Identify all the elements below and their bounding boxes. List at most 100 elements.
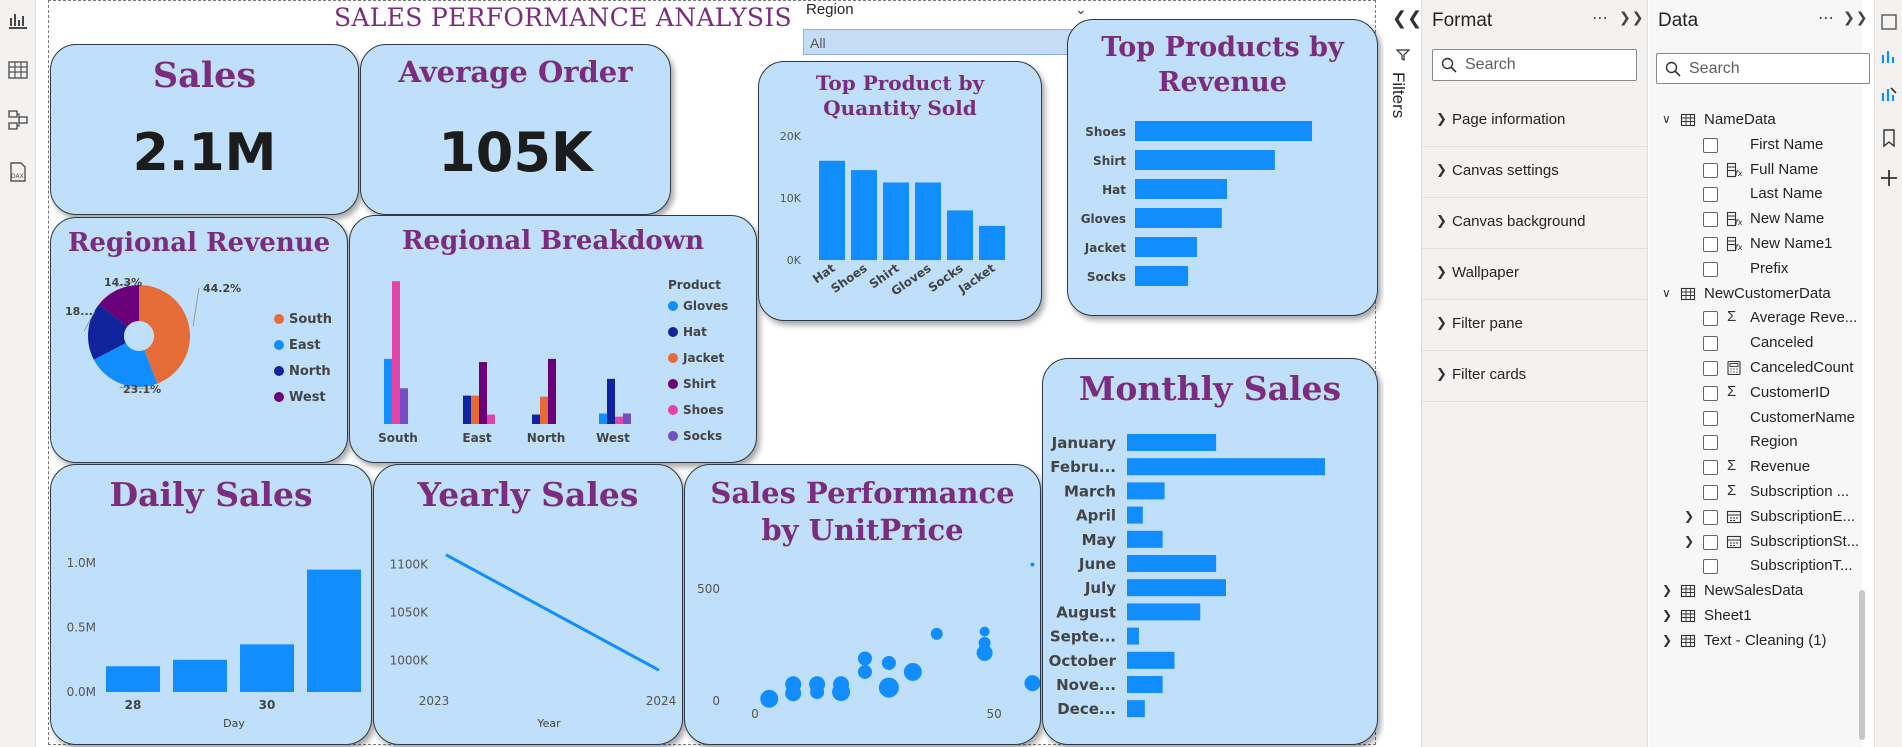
bar-day-29 [173,659,227,692]
more-options-icon[interactable]: ⋯ [1818,10,1835,27]
data-pane-scrollbar[interactable] [1859,590,1865,740]
field-node[interactable]: fx New Name1 [1650,230,1862,260]
field-node[interactable]: Prefix [1650,255,1862,285]
expand-chevron-icon[interactable]: ❮❮ [1392,8,1423,28]
field-node[interactable]: Canceled [1650,329,1862,359]
format-section-filter-cards[interactable]: ❯ Filter cards [1422,351,1648,402]
collapse-pane-icon[interactable]: ❯❯ [1619,9,1645,25]
format-visual-icon[interactable] [1879,84,1899,104]
data-search-input[interactable]: Search [1656,53,1870,84]
format-section-page-information[interactable]: ❯ Page information [1422,96,1648,147]
field-checkbox[interactable] [1703,559,1718,575]
field-checkbox[interactable] [1703,435,1718,451]
format-section-canvas-background[interactable]: ❯ Canvas background [1422,198,1648,249]
visualizations-icon[interactable] [1879,12,1899,32]
bar-month [1127,506,1143,524]
pie-leader-line [83,310,96,332]
field-node[interactable]: Σ Revenue [1650,453,1862,483]
field-checkbox[interactable] [1703,509,1718,525]
report-view-icon[interactable] [6,8,30,32]
format-section-wallpaper[interactable]: ❯ Wallpaper [1422,249,1648,300]
field-node[interactable]: CanceledCount [1650,354,1862,384]
format-section-filter-pane[interactable]: ❯ Filter pane [1422,300,1648,351]
field-node[interactable]: Σ Subscription ... [1650,478,1862,508]
format-section-label: Wallpaper [1452,264,1519,281]
field-checkbox[interactable] [1703,534,1718,550]
field-checkbox[interactable] [1703,460,1718,476]
bar-west-gloves [599,413,607,424]
field-checkbox[interactable] [1703,311,1718,327]
more-options-icon[interactable]: ⋯ [1592,10,1609,27]
format-search-input[interactable]: Search [1432,49,1637,81]
field-checkbox[interactable] [1703,410,1718,426]
table-node[interactable]: ∨ NameData [1650,106,1862,136]
table-node[interactable]: ∨ NewCustomerData [1650,280,1862,310]
bookmark-icon[interactable] [1879,128,1899,148]
field-node[interactable]: Σ CustomerID [1650,379,1862,409]
sales-kpi-card[interactable]: Sales 2.1M [50,44,359,215]
monthly-sales-chart: January Febru... March April May June July Augu… [1049,434,1325,718]
daily-sales-card[interactable]: Daily Sales 0.0M 0.5M 1.0M 28 30 Day [50,464,372,745]
field-node[interactable]: SubscriptionT... [1650,552,1862,582]
collapse-pane-icon[interactable]: ❯❯ [1843,9,1869,25]
field-label: CustomerName [1750,408,1856,426]
field-node[interactable]: fx Full Name [1650,156,1862,186]
field-node[interactable]: Region [1650,428,1862,458]
field-node[interactable]: First Name [1650,131,1862,161]
field-node[interactable]: ❯ SubscriptionE... [1650,503,1862,533]
table-node[interactable]: ❯ Sheet1 [1650,602,1862,632]
regional-breakdown-card[interactable]: Regional Breakdown South East North West Pro… [349,215,757,463]
add-icon[interactable] [1879,168,1899,188]
field-checkbox[interactable] [1703,137,1718,153]
field-checkbox[interactable] [1703,385,1718,401]
field-checkbox[interactable] [1703,485,1718,500]
field-node[interactable]: fx New Name [1650,205,1862,235]
search-icon [1665,61,1681,77]
field-checkbox[interactable] [1703,361,1718,376]
yearly-sales-card[interactable]: Yearly Sales 1000K 1050K 1100K 2023 2024 Year [373,464,683,745]
pie-slice-east [93,342,158,387]
chevron-right-icon[interactable]: ❯ [1684,508,1695,523]
field-node[interactable]: ❯ SubscriptionSt... [1650,528,1862,558]
chevron-right-icon[interactable]: ❯ [1662,608,1673,622]
field-checkbox[interactable] [1703,187,1718,203]
regional-revenue-card[interactable]: Regional Revenue 44.2% 23.1% 18... 14.3% Sou… [50,217,348,463]
average-order-kpi-card[interactable]: Average Order 105K [360,44,671,215]
chevron-right-icon[interactable]: ❯ [1662,632,1673,647]
field-checkbox[interactable] [1703,162,1718,178]
field-checkbox[interactable] [1703,336,1718,352]
monthly-sales-card[interactable]: Monthly Sales January Febru... March April M… [1042,358,1378,745]
field-checkbox[interactable] [1703,237,1718,252]
field-node[interactable]: Last Name [1650,180,1862,210]
sales-performance-unitprice-card[interactable]: Sales Performance by UnitPrice 500 0 0 50 [684,464,1041,745]
build-visual-icon[interactable] [1879,46,1899,66]
chevron-down-icon[interactable]: ⌄ [1075,1,1087,17]
table-node[interactable]: ❯ NewSalesData [1650,577,1862,607]
field-node[interactable]: Σ Average Reve... [1650,304,1862,334]
legend-label-north: North [289,364,331,379]
table-view-icon[interactable] [6,58,30,82]
region-slicer-dropdown[interactable]: All ⌄ [803,29,1094,55]
chevron-right-icon[interactable]: ❯ [1662,583,1673,598]
chevron-down-icon[interactable]: ∨ [1662,112,1671,126]
legend-marker-socks [668,431,678,441]
daily-sales-chart: 0.0M 0.5M 1.0M 28 30 Day [67,556,361,730]
legend-label-shirt: Shirt [683,377,716,391]
top-product-qty-card[interactable]: Top Product by Quantity Sold 0K 10K 20K Hat… [758,61,1042,321]
top-products-revenue-card[interactable]: Top Products by Revenue Shoes Shirt Hat Glo… [1067,19,1378,316]
legend-marker-north [274,366,284,376]
format-section-canvas-settings[interactable]: ❯ Canvas settings [1422,147,1648,198]
model-view-icon[interactable] [6,108,30,132]
chevron-down-icon[interactable]: ∨ [1662,285,1671,300]
field-checkbox[interactable] [1703,212,1718,228]
field-checkbox[interactable] [1703,261,1718,277]
scatter-point [785,685,802,702]
legend-marker-gloves [668,301,678,311]
chevron-right-icon[interactable]: ❯ [1684,533,1695,548]
field-node[interactable]: CustomerName [1650,404,1862,434]
dax-query-view-icon[interactable]: DAX [6,160,30,184]
filters-collapsed-pane[interactable]: ❮❮ Filters [1384,0,1422,747]
table-node[interactable]: ❯ Text - Cleaning (1) [1650,627,1862,657]
daily-sales-title: Daily Sales [109,475,313,514]
bar-socks [1135,266,1189,286]
